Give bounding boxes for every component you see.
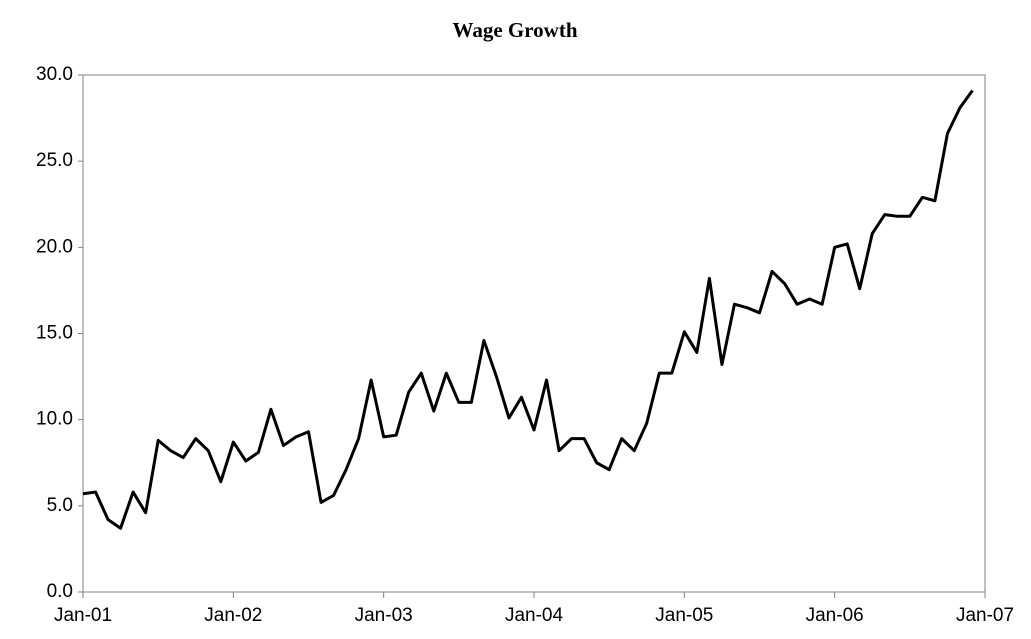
line-series bbox=[82, 89, 974, 530]
y-tick-label: 15.0 bbox=[36, 323, 73, 344]
y-tick-label: 0.0 bbox=[47, 581, 73, 602]
y-tick-label: 10.0 bbox=[36, 409, 73, 430]
x-tick-label: Jan-06 bbox=[806, 605, 864, 626]
x-tick-label: Jan-05 bbox=[655, 605, 713, 626]
y-tick-label: 30.0 bbox=[36, 64, 73, 85]
chart-title: Wage Growth bbox=[452, 18, 577, 42]
y-tick-label: 5.0 bbox=[47, 495, 73, 516]
x-tick-label: Jan-07 bbox=[956, 605, 1014, 626]
x-tick-label: Jan-02 bbox=[204, 605, 262, 626]
y-tick-label: 20.0 bbox=[36, 236, 73, 257]
x-tick-label: Jan-01 bbox=[54, 605, 112, 626]
x-tick-label: Jan-04 bbox=[505, 605, 564, 626]
y-tick-label: 25.0 bbox=[36, 150, 73, 171]
x-tick-label: Jan-03 bbox=[355, 605, 413, 626]
plot-frame bbox=[82, 74, 986, 593]
